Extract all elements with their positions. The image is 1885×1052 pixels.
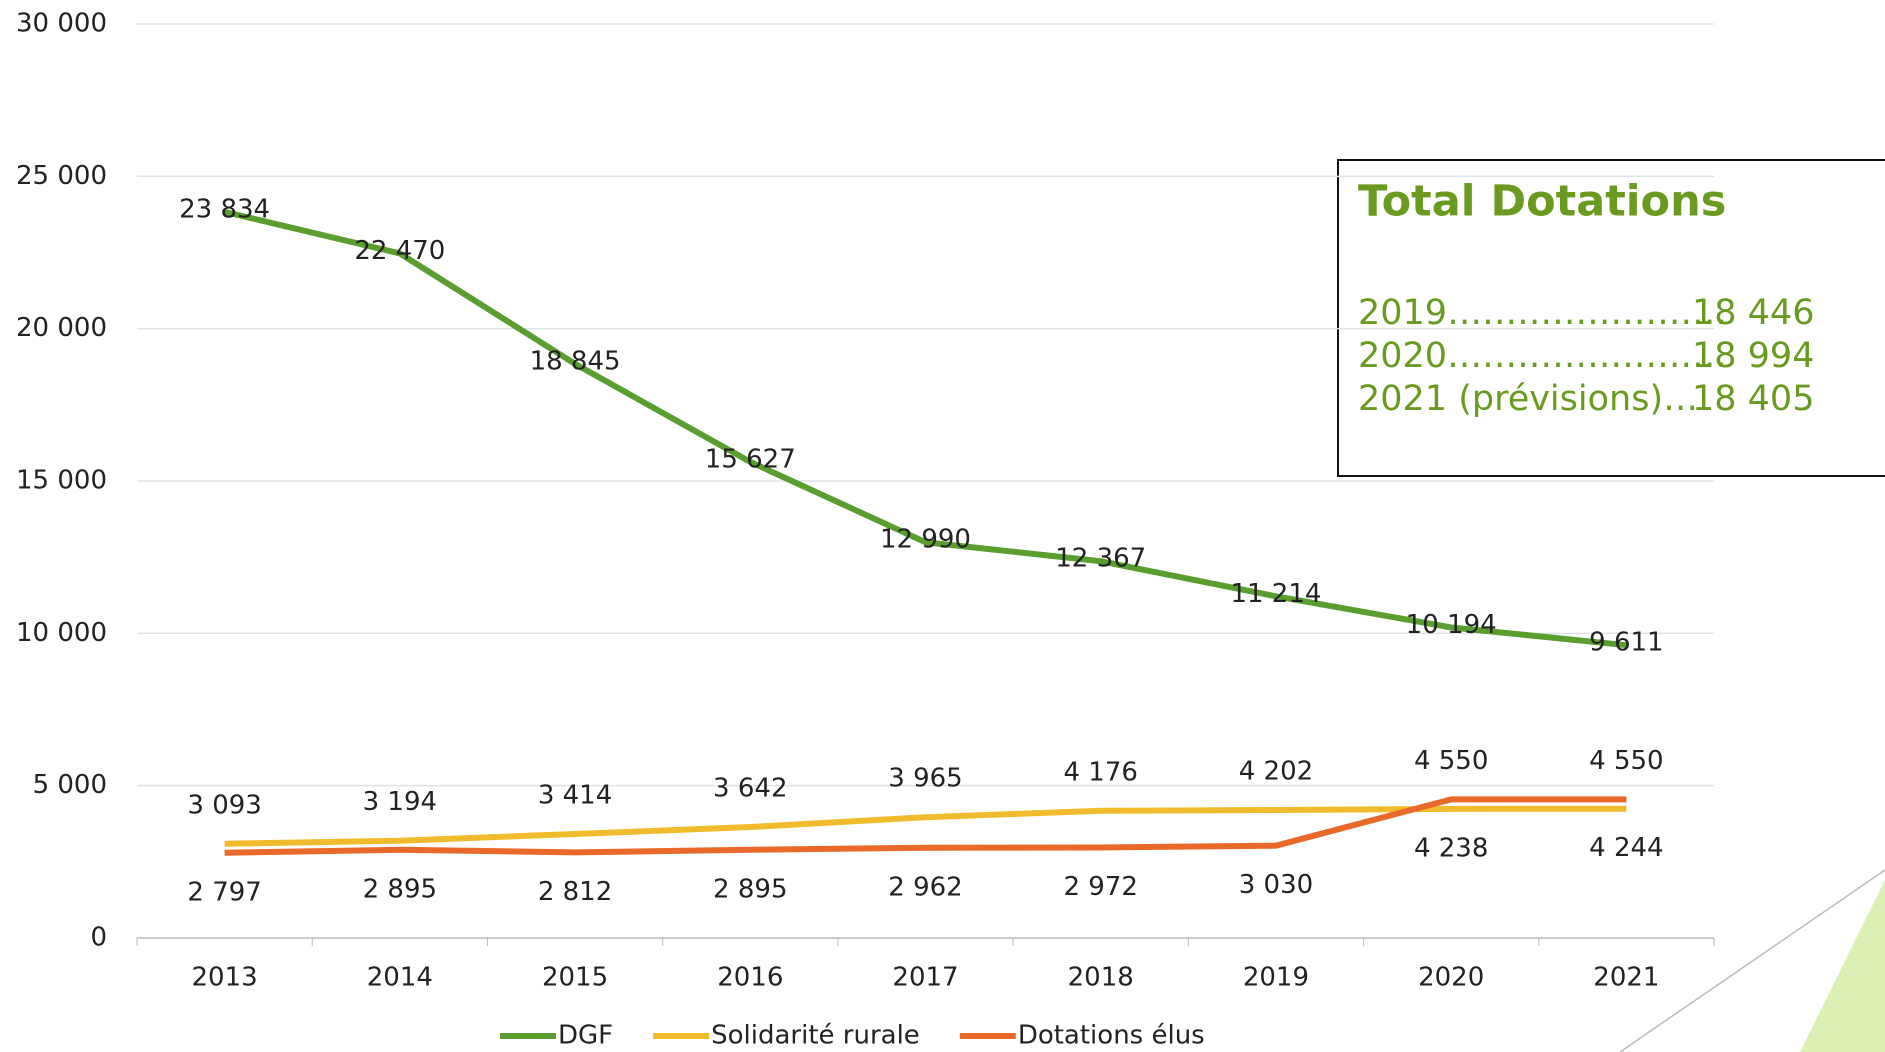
series-line [223, 208, 1627, 649]
data-label: 4 176 [1064, 757, 1138, 787]
y-tick-label: 25 000 [16, 161, 107, 191]
x-tick-label: 2014 [367, 963, 433, 993]
annotation-label: 2019…………………… [1358, 293, 1727, 333]
data-label: 4 244 [1589, 833, 1663, 863]
data-label: 2 962 [888, 872, 962, 902]
annotation-title: Total Dotations [1358, 177, 1726, 227]
data-label: 3 093 [187, 790, 261, 820]
x-tick-label: 2020 [1418, 963, 1484, 993]
y-tick-label: 5 000 [33, 770, 107, 800]
x-tick-label: 2013 [192, 963, 258, 993]
data-label: 3 965 [888, 764, 962, 794]
series-line [224, 796, 1627, 856]
data-label: 4 202 [1239, 756, 1313, 786]
data-label: 4 550 [1414, 746, 1488, 776]
data-label: 12 990 [880, 525, 971, 555]
legend-label: DGF [558, 1021, 613, 1051]
y-tick-label: 0 [90, 923, 107, 953]
y-tick-label: 10 000 [16, 618, 107, 648]
x-tick-label: 2015 [542, 963, 608, 993]
x-tick-label: 2016 [717, 963, 783, 993]
decoration-line [1619, 869, 1885, 1052]
x-tick-label: 2017 [892, 963, 958, 993]
data-label: 2 895 [363, 874, 437, 904]
data-label: 22 470 [354, 236, 445, 266]
x-tick-label: 2021 [1593, 963, 1659, 993]
annotation-box [1337, 159, 1885, 477]
series-line [224, 805, 1627, 847]
data-label: 18 845 [530, 346, 621, 376]
data-label: 2 797 [187, 877, 261, 907]
data-label: 4 550 [1589, 746, 1663, 776]
data-label: 2 972 [1064, 872, 1138, 902]
legend-label: Dotations élus [1018, 1021, 1205, 1051]
annotation-label: 2021 (prévisions)… [1358, 379, 1698, 419]
annotation-label: 2020…………………… [1358, 336, 1727, 376]
data-label: 3 030 [1239, 870, 1313, 900]
y-tick-label: 20 000 [16, 313, 107, 343]
data-label: 9 611 [1589, 628, 1663, 658]
data-label: 4 238 [1414, 833, 1488, 863]
annotation-value: 18 446 [1692, 293, 1814, 333]
decoration [1800, 880, 1885, 1052]
data-label: 3 194 [363, 787, 437, 817]
y-tick-label: 30 000 [16, 9, 107, 39]
data-label: 2 812 [538, 877, 612, 907]
legend-label: Solidarité rurale [711, 1021, 920, 1051]
data-label: 3 414 [538, 780, 612, 810]
data-label: 15 627 [705, 444, 796, 474]
annotation-value: 18 405 [1692, 379, 1814, 419]
data-label: 11 214 [1230, 579, 1321, 609]
x-tick-label: 2018 [1068, 963, 1134, 993]
data-label: 2 895 [713, 874, 787, 904]
data-label: 10 194 [1406, 610, 1497, 640]
data-label: 3 642 [713, 774, 787, 804]
y-tick-label: 15 000 [16, 466, 107, 496]
data-label: 12 367 [1055, 544, 1146, 574]
x-tick-label: 2019 [1243, 963, 1309, 993]
data-label: 23 834 [179, 194, 270, 224]
annotation-value: 18 994 [1692, 336, 1814, 376]
